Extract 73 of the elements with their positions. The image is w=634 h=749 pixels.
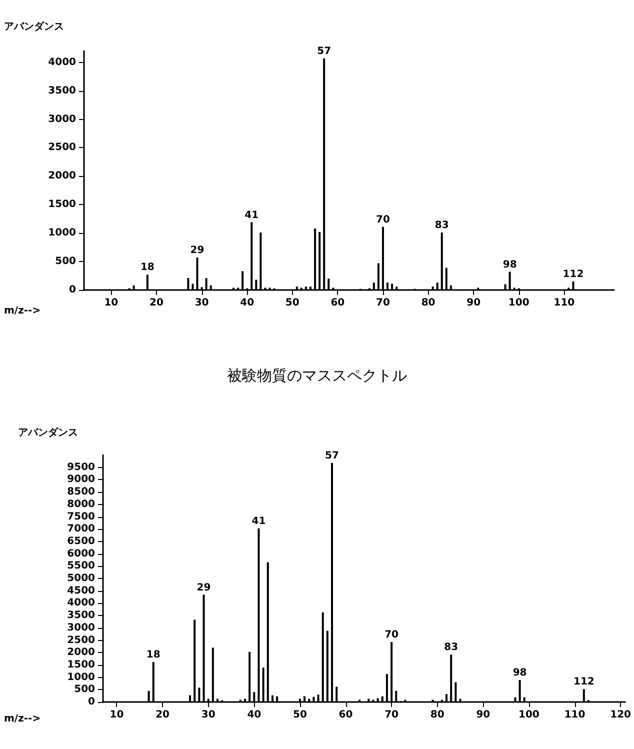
annotation: 57 <box>325 450 340 462</box>
annotation: 29 <box>196 582 211 594</box>
annotation: 112 <box>562 268 584 280</box>
x-tick-label: 20 <box>156 710 170 720</box>
y-tick-label: 9000 <box>67 474 96 486</box>
annotation: 98 <box>502 259 517 270</box>
x-tick-label: 40 <box>240 298 254 308</box>
x-tick-label: 60 <box>330 298 345 308</box>
y-tick-label: 500 <box>55 256 76 268</box>
annotation: 41 <box>244 210 259 221</box>
x-tick-label: 100 <box>518 710 540 720</box>
y-tick-label: 6500 <box>67 536 96 547</box>
y-tick-label: 3000 <box>67 622 96 634</box>
y-tick-label: 6000 <box>67 548 96 560</box>
annotation: 18 <box>146 649 160 660</box>
y-tick-label: 4000 <box>48 56 76 68</box>
x-axis-title: m/z--> <box>4 714 41 724</box>
y-tick-label: 3000 <box>48 114 76 125</box>
x-tick-label: 110 <box>554 298 575 308</box>
x-tick-label: 90 <box>466 298 481 308</box>
x-tick-label: 40 <box>247 710 262 720</box>
y-tick-label: 4000 <box>67 598 96 609</box>
x-tick-label: 100 <box>508 298 530 308</box>
x-tick-label: 110 <box>564 710 586 720</box>
y-tick-label: 2500 <box>48 142 76 154</box>
annotation: 70 <box>376 214 390 226</box>
y-tick-label: 8500 <box>67 486 96 498</box>
annotation: 29 <box>190 245 204 256</box>
y-tick-label: 2500 <box>67 634 96 646</box>
y-tick-label: 1500 <box>48 199 76 210</box>
annotation: 18 <box>140 262 154 274</box>
annotation: 83 <box>434 220 449 232</box>
y-tick-label: 1000 <box>48 228 76 239</box>
annotation: 57 <box>317 46 332 57</box>
x-tick-label: 60 <box>338 710 353 720</box>
x-tick-label: 10 <box>110 710 124 720</box>
y-tick-label: 7500 <box>67 511 96 522</box>
y-tick-label: 8000 <box>67 498 96 510</box>
x-tick-label: 120 <box>610 710 632 720</box>
x-tick-label: 10 <box>104 298 118 308</box>
annotation: 41 <box>252 516 266 527</box>
x-tick-label: 30 <box>201 710 216 720</box>
y-tick-label: 7000 <box>67 524 96 535</box>
y-tick-label: 5000 <box>67 573 96 584</box>
y-tick-label: 3500 <box>67 610 96 622</box>
x-tick-label: 30 <box>194 298 209 308</box>
x-tick-label: 70 <box>376 298 390 308</box>
x-tick-label: 80 <box>430 710 444 720</box>
annotation: 112 <box>573 676 594 688</box>
x-tick-label: 80 <box>421 298 436 308</box>
y-tick-label: 500 <box>74 684 96 696</box>
y-tick-label: 1500 <box>67 659 96 670</box>
y-tick-label: 2000 <box>67 647 96 658</box>
annotation: 83 <box>444 642 458 654</box>
y-tick-label: 0 <box>88 696 96 708</box>
text: 被験物質のマススペクトル <box>227 366 407 384</box>
y-tick-label: 3500 <box>48 85 76 96</box>
y-tick-label: 1000 <box>67 672 96 683</box>
x-tick-label: 70 <box>384 710 399 720</box>
x-axis-title: m/z--> <box>4 306 41 316</box>
y-axis-title: アバンダンス <box>4 20 64 32</box>
x-tick-label: 50 <box>285 298 300 308</box>
annotation: 70 <box>384 629 399 640</box>
y-tick-label: 4500 <box>67 585 96 596</box>
y-tick-label: 9500 <box>67 462 96 473</box>
x-tick-label: 50 <box>292 710 307 720</box>
x-tick-label: 90 <box>476 710 490 720</box>
y-axis-title: アバンダンス <box>18 426 78 438</box>
y-tick-label: 5500 <box>67 560 96 572</box>
y-tick-label: 0 <box>69 284 76 296</box>
x-tick-label: 20 <box>150 298 164 308</box>
annotation: 98 <box>512 668 527 679</box>
y-tick-label: 2000 <box>48 170 76 182</box>
